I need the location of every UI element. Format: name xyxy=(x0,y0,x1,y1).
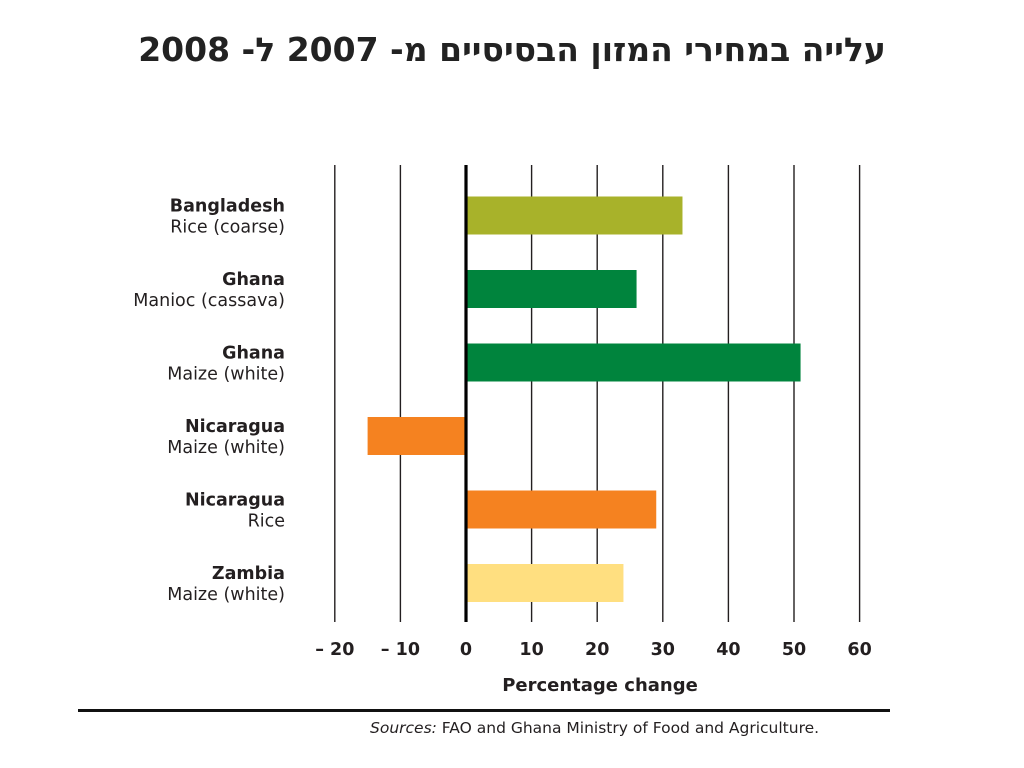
tick-label: 0 xyxy=(460,640,472,660)
category-crop-label: Maize (white) xyxy=(167,365,285,385)
tick-label: 30 xyxy=(651,640,675,660)
sources-note: Sources: FAO and Ghana Ministry of Food … xyxy=(370,719,819,737)
bar xyxy=(367,417,466,455)
tick-label: 60 xyxy=(847,640,871,660)
category-country-label: Ghana xyxy=(222,344,285,364)
tick-label: 40 xyxy=(716,640,740,660)
category-country-label: Bangladesh xyxy=(170,197,285,217)
category-country-label: Nicaragua xyxy=(185,491,285,511)
tick-label: 10 xyxy=(519,640,543,660)
category-crop-label: Manioc (cassava) xyxy=(133,291,285,311)
grid-lines xyxy=(334,165,861,622)
tick-label: 50 xyxy=(782,640,806,660)
slide-title: עלייה במחירי המזון הבסיסיים מ- 2007 ל- 2… xyxy=(138,30,886,69)
category-crop-label: Maize (white) xyxy=(167,438,285,458)
bar xyxy=(466,270,637,308)
tick-label: – 20 xyxy=(315,640,354,660)
bar xyxy=(466,490,657,529)
bar xyxy=(466,343,801,382)
category-country-label: Ghana xyxy=(222,270,285,290)
category-country-label: Nicaragua xyxy=(185,417,285,437)
tick-label: – 10 xyxy=(381,640,420,660)
category-crop-label: Rice (coarse) xyxy=(170,218,285,238)
category-crop-label: Rice xyxy=(248,512,285,532)
source-divider xyxy=(78,709,890,712)
bar xyxy=(466,564,624,602)
x-axis-title: Percentage change xyxy=(502,675,698,696)
tick-labels: – 20 – 10 0 10 20 30 40 50 60 xyxy=(315,640,872,660)
tick-label: 20 xyxy=(585,640,609,660)
bars xyxy=(367,196,801,602)
bar xyxy=(466,196,683,235)
category-country-label: Zambia xyxy=(212,564,285,584)
category-crop-label: Maize (white) xyxy=(167,585,285,605)
sources-label: Sources: xyxy=(370,719,437,737)
sources-text: FAO and Ghana Ministry of Food and Agric… xyxy=(436,719,820,737)
